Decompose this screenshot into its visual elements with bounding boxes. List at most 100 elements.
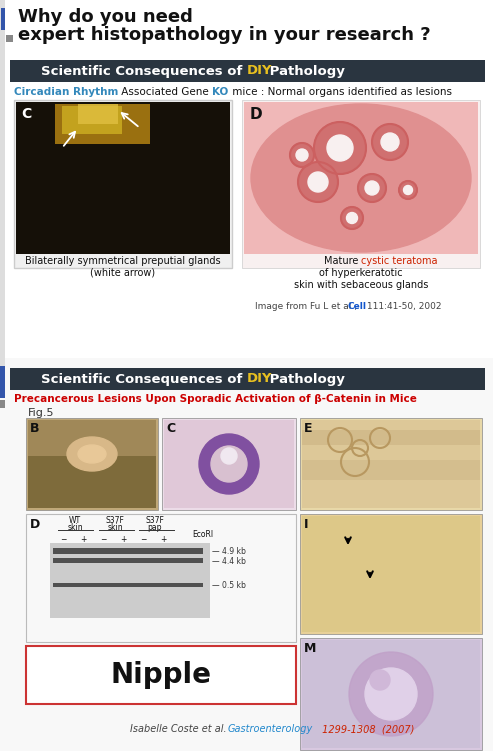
Text: skin: skin bbox=[107, 523, 123, 532]
Bar bbox=[0, 400, 5, 408]
Bar bbox=[0, 0, 493, 370]
Text: DIY: DIY bbox=[247, 372, 273, 385]
Circle shape bbox=[314, 122, 366, 174]
Text: expert histopathology in your research ?: expert histopathology in your research ? bbox=[18, 26, 430, 44]
Text: S37F: S37F bbox=[145, 516, 165, 525]
Text: +: + bbox=[80, 535, 86, 544]
Circle shape bbox=[365, 181, 379, 195]
Bar bbox=[302, 460, 480, 480]
Bar bbox=[0, 0, 5, 370]
Text: 111:41-50, 2002: 111:41-50, 2002 bbox=[364, 302, 442, 311]
Text: Fig.5: Fig.5 bbox=[28, 408, 55, 418]
Circle shape bbox=[349, 652, 433, 736]
Text: Image from Fu L et al.,: Image from Fu L et al., bbox=[255, 302, 360, 311]
Bar bbox=[302, 640, 480, 748]
Bar bbox=[26, 646, 296, 704]
Circle shape bbox=[298, 162, 338, 202]
Text: −: − bbox=[140, 535, 146, 544]
Bar bbox=[302, 430, 480, 445]
Text: Pathology: Pathology bbox=[265, 372, 345, 385]
Bar bbox=[302, 516, 480, 632]
Ellipse shape bbox=[78, 445, 106, 463]
Text: 1299-1308  (2007): 1299-1308 (2007) bbox=[319, 724, 415, 734]
Text: Cell: Cell bbox=[348, 302, 367, 311]
Text: −: − bbox=[60, 535, 66, 544]
Text: — 4.9 kb: — 4.9 kb bbox=[212, 547, 246, 556]
Bar bbox=[0, 366, 5, 398]
Circle shape bbox=[372, 124, 408, 160]
Text: DIY: DIY bbox=[247, 65, 273, 77]
Text: I: I bbox=[304, 518, 309, 531]
Text: skin: skin bbox=[67, 523, 83, 532]
Bar bbox=[28, 420, 156, 508]
Text: pap: pap bbox=[148, 523, 162, 532]
Text: Nipple: Nipple bbox=[110, 661, 211, 689]
Text: Bilaterally symmetrical preputial glands
(white arrow): Bilaterally symmetrical preputial glands… bbox=[25, 256, 221, 278]
Text: Scientific Consequences of: Scientific Consequences of bbox=[41, 65, 247, 77]
Bar bbox=[53, 583, 203, 587]
Text: C: C bbox=[166, 422, 175, 435]
Bar bbox=[302, 420, 480, 508]
Bar bbox=[300, 514, 482, 634]
Text: mice : Normal organs identified as lesions: mice : Normal organs identified as lesio… bbox=[229, 87, 452, 97]
Text: — 4.4 kb: — 4.4 kb bbox=[212, 556, 246, 566]
Text: Gastroenterology: Gastroenterology bbox=[228, 724, 313, 734]
Circle shape bbox=[381, 133, 399, 151]
Circle shape bbox=[199, 434, 259, 494]
Bar bbox=[300, 418, 482, 510]
Text: M: M bbox=[304, 642, 317, 655]
Text: +: + bbox=[120, 535, 126, 544]
Text: KO: KO bbox=[212, 87, 229, 97]
Bar bbox=[1, 8, 5, 30]
Circle shape bbox=[365, 668, 417, 720]
Bar bbox=[50, 543, 210, 618]
Circle shape bbox=[399, 181, 417, 199]
Circle shape bbox=[327, 135, 353, 161]
Text: −: − bbox=[100, 535, 106, 544]
Circle shape bbox=[308, 172, 328, 192]
Text: skin with sebaceous glands: skin with sebaceous glands bbox=[294, 280, 428, 290]
Text: Scientific Consequences of: Scientific Consequences of bbox=[41, 372, 247, 385]
Text: +: + bbox=[160, 535, 166, 544]
Text: Circadian Rhythm: Circadian Rhythm bbox=[14, 87, 118, 97]
Text: S37F: S37F bbox=[106, 516, 124, 525]
Text: C: C bbox=[21, 107, 31, 121]
Bar bbox=[300, 638, 482, 750]
Bar bbox=[244, 102, 478, 254]
Bar bbox=[53, 548, 203, 554]
Text: Precancerous Lesions Upon Sporadic Activation of β-Catenin in Mice: Precancerous Lesions Upon Sporadic Activ… bbox=[14, 394, 417, 404]
Bar bbox=[55, 104, 150, 144]
Circle shape bbox=[211, 446, 247, 482]
Text: Pathology: Pathology bbox=[265, 65, 345, 77]
Bar bbox=[28, 456, 156, 508]
Bar bbox=[164, 420, 294, 508]
Text: Why do you need: Why do you need bbox=[18, 8, 199, 26]
Text: of hyperkeratotic: of hyperkeratotic bbox=[319, 268, 403, 278]
Text: Mature: Mature bbox=[323, 256, 361, 266]
Text: B: B bbox=[30, 422, 39, 435]
Circle shape bbox=[370, 670, 390, 690]
Bar bbox=[26, 418, 158, 510]
Circle shape bbox=[221, 448, 237, 464]
Text: — 0.5 kb: — 0.5 kb bbox=[212, 581, 246, 590]
Text: E: E bbox=[304, 422, 313, 435]
Text: D: D bbox=[30, 518, 40, 531]
Bar bbox=[10, 368, 485, 390]
Bar bbox=[53, 558, 203, 563]
Text: Associated Gene: Associated Gene bbox=[118, 87, 212, 97]
Text: Isabelle Coste et al.: Isabelle Coste et al. bbox=[130, 724, 230, 734]
Bar bbox=[6, 35, 13, 42]
Text: cystic teratoma: cystic teratoma bbox=[361, 256, 437, 266]
Bar bbox=[0, 358, 493, 751]
Circle shape bbox=[347, 213, 357, 224]
Bar bbox=[78, 104, 118, 124]
Circle shape bbox=[290, 143, 314, 167]
Bar bbox=[16, 102, 230, 254]
Bar bbox=[14, 100, 232, 268]
Text: WT: WT bbox=[69, 516, 81, 525]
Circle shape bbox=[358, 174, 386, 202]
Circle shape bbox=[403, 185, 413, 195]
Text: EcoRI: EcoRI bbox=[192, 530, 213, 539]
Bar bbox=[50, 543, 210, 618]
Bar bbox=[162, 418, 296, 510]
